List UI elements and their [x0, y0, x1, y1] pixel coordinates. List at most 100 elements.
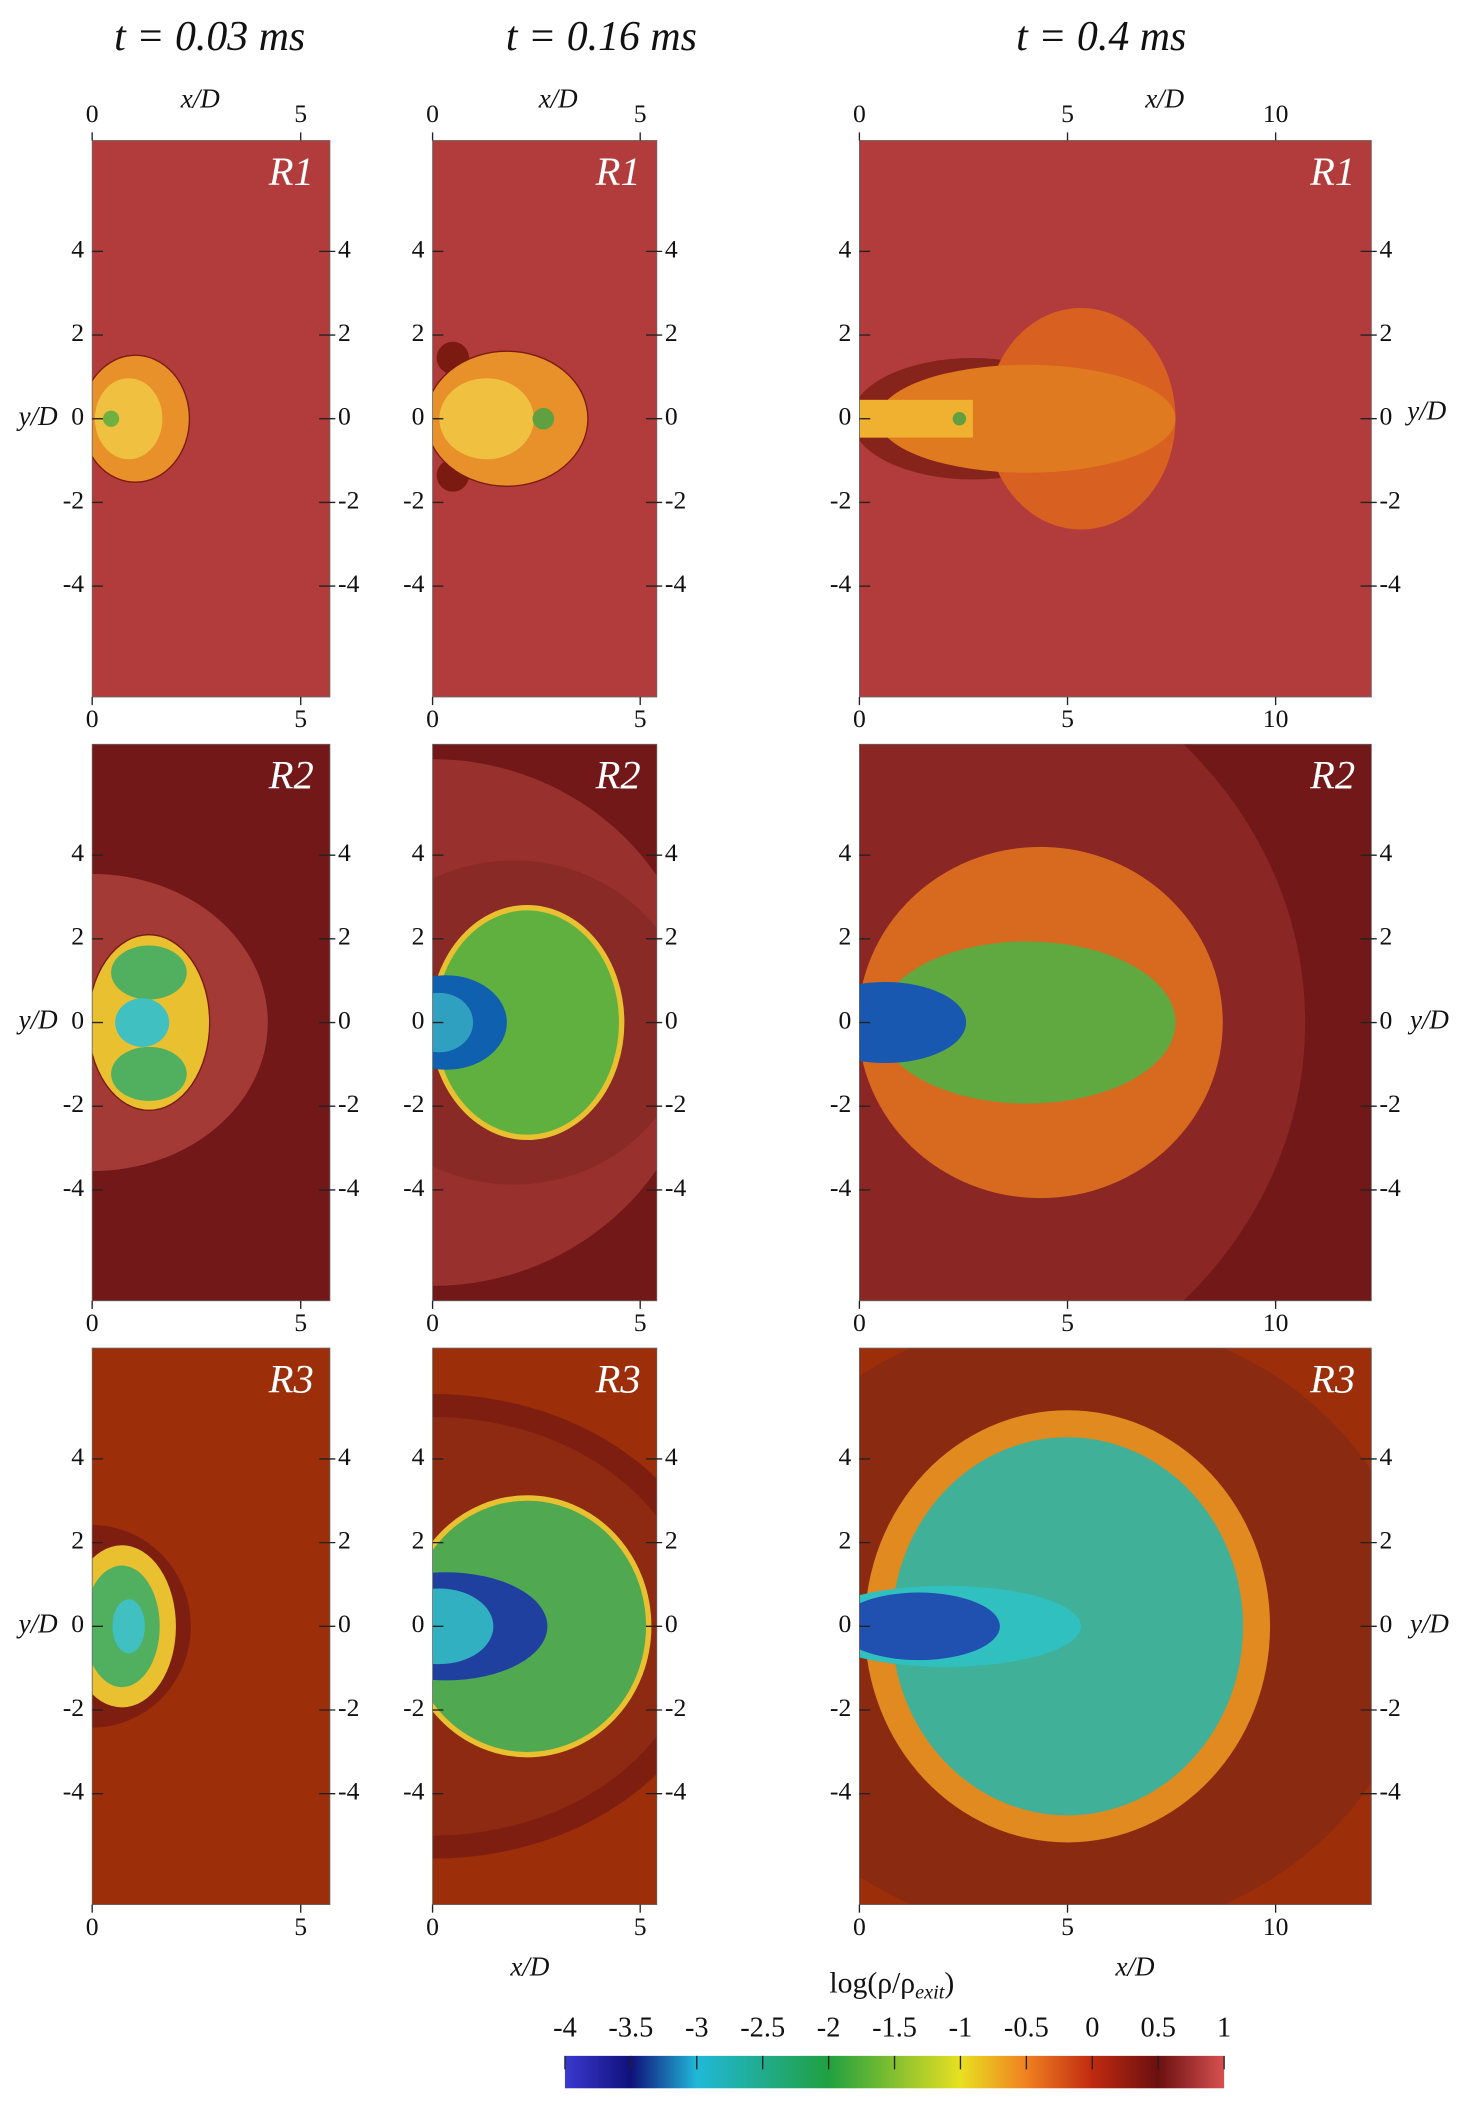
- panel-label: R1: [268, 149, 314, 194]
- y-tick-label: 2: [838, 318, 851, 347]
- colorbar-tick-label: -3: [685, 2013, 709, 2044]
- field-r1-a: [92, 140, 330, 697]
- panel-label: R2: [268, 753, 314, 798]
- x-tick-label: 5: [634, 704, 647, 733]
- x-tick-label: 0: [853, 1912, 866, 1941]
- y-tick-label: 4: [338, 234, 351, 263]
- y-tick-label: -4: [63, 1173, 85, 1202]
- y-tick-label: 2: [412, 318, 425, 347]
- y-tick-label: 2: [1379, 318, 1392, 347]
- y-tick-label: -2: [63, 485, 84, 514]
- x-axis-label: x/D: [180, 84, 220, 114]
- y-tick-label: 4: [412, 1442, 425, 1471]
- y-tick-label: 4: [838, 1442, 851, 1471]
- y-tick-label: -4: [1379, 569, 1401, 598]
- y-tick-label: -2: [1379, 485, 1400, 514]
- x-tick-label: 5: [1061, 99, 1074, 128]
- y-tick-label: 0: [838, 402, 851, 431]
- y-tick-label: -4: [665, 569, 687, 598]
- y-tick-label: -2: [1379, 1693, 1400, 1722]
- x-tick-label: 5: [1061, 1912, 1074, 1941]
- y-tick-label: -4: [403, 569, 425, 598]
- column-title: t = 0.4 ms: [1016, 14, 1186, 60]
- x-tick-label: 0: [86, 1308, 99, 1337]
- panel-label: R2: [1309, 753, 1355, 798]
- x-tick-label: 0: [426, 1912, 439, 1941]
- x-tick-label: 5: [294, 1912, 307, 1941]
- y-tick-label: 2: [412, 922, 425, 951]
- y-tick-label: 4: [338, 838, 351, 867]
- y-tick-label: 0: [338, 1609, 351, 1638]
- y-axis-label: y/D: [1404, 396, 1446, 426]
- y-tick-label: -2: [63, 1089, 84, 1118]
- colorbar-tick-label: 0.5: [1140, 2013, 1175, 2044]
- panel-label: R3: [595, 1356, 641, 1401]
- y-tick-label: -2: [665, 1089, 686, 1118]
- y-tick-label: 2: [71, 1526, 84, 1555]
- y-tick-label: -4: [403, 1173, 425, 1202]
- y-tick-label: 0: [71, 1609, 84, 1638]
- x-tick-label: 5: [294, 99, 307, 128]
- colorbar-tick-label: -2.5: [740, 2013, 785, 2044]
- field-r1-c: [859, 140, 1372, 697]
- colorbar-label-close: ): [944, 1967, 954, 1999]
- colorbar-tick-label: -3.5: [608, 2013, 653, 2044]
- y-tick-label: 2: [838, 922, 851, 951]
- y-tick-label: -2: [403, 485, 424, 514]
- y-tick-label: -2: [403, 1089, 424, 1118]
- y-tick-label: 4: [338, 1442, 351, 1471]
- y-tick-label: -2: [830, 1693, 851, 1722]
- y-tick-label: -4: [1379, 1173, 1401, 1202]
- x-tick-label: 10: [1263, 1308, 1289, 1337]
- y-tick-label: -4: [338, 1777, 360, 1806]
- y-tick-label: -4: [665, 1777, 687, 1806]
- y-tick-label: 2: [665, 1526, 678, 1555]
- y-tick-label: -2: [665, 485, 686, 514]
- y-tick-label: 4: [665, 234, 678, 263]
- y-tick-label: 4: [838, 234, 851, 263]
- y-tick-label: 0: [1379, 1609, 1392, 1638]
- y-tick-label: 4: [1379, 1442, 1392, 1471]
- x-tick-label: 0: [86, 704, 99, 733]
- y-tick-label: 0: [338, 402, 351, 431]
- x-axis-label: x/D: [509, 1952, 549, 1982]
- y-tick-label: 0: [665, 402, 678, 431]
- y-tick-label: 2: [338, 1526, 351, 1555]
- panel-label: R1: [1309, 149, 1355, 194]
- y-tick-label: -2: [830, 485, 851, 514]
- field-r2-c: [859, 744, 1372, 1301]
- y-tick-label: 0: [665, 1005, 678, 1034]
- x-tick-label: 0: [86, 99, 99, 128]
- y-tick-label: 2: [1379, 922, 1392, 951]
- y-tick-label: 0: [838, 1005, 851, 1034]
- x-tick-label: 0: [426, 99, 439, 128]
- y-tick-label: 0: [1379, 1005, 1392, 1034]
- y-tick-label: -2: [830, 1089, 851, 1118]
- y-tick-label: -4: [63, 569, 85, 598]
- y-axis-label: y/D: [16, 401, 58, 431]
- panel-label: R2: [595, 753, 641, 798]
- field-r3-b: [432, 1348, 657, 1905]
- y-tick-label: -2: [403, 1693, 424, 1722]
- colorbar-label-main: log(ρ/ρ: [829, 1967, 915, 1999]
- x-tick-label: 5: [634, 99, 647, 128]
- x-tick-label: 0: [426, 704, 439, 733]
- y-tick-label: 4: [1379, 234, 1392, 263]
- y-axis-label: y/D: [1407, 1609, 1449, 1639]
- x-tick-label: 10: [1263, 704, 1289, 733]
- panel-label: R3: [268, 1356, 314, 1401]
- x-tick-label: 10: [1263, 99, 1289, 128]
- x-tick-label: 5: [634, 1308, 647, 1337]
- y-tick-label: 4: [71, 234, 84, 263]
- x-tick-label: 0: [86, 1912, 99, 1941]
- y-tick-label: -2: [338, 1693, 359, 1722]
- x-tick-label: 5: [294, 704, 307, 733]
- y-axis-label: y/D: [16, 1005, 58, 1035]
- y-tick-label: 0: [412, 1005, 425, 1034]
- colorbar-tick-label: -1.5: [872, 2013, 917, 2044]
- field-r1-b: [432, 140, 657, 697]
- y-tick-label: -4: [1379, 1777, 1401, 1806]
- x-tick-label: 5: [294, 1308, 307, 1337]
- y-tick-label: -4: [830, 1777, 852, 1806]
- y-tick-label: 0: [1379, 402, 1392, 431]
